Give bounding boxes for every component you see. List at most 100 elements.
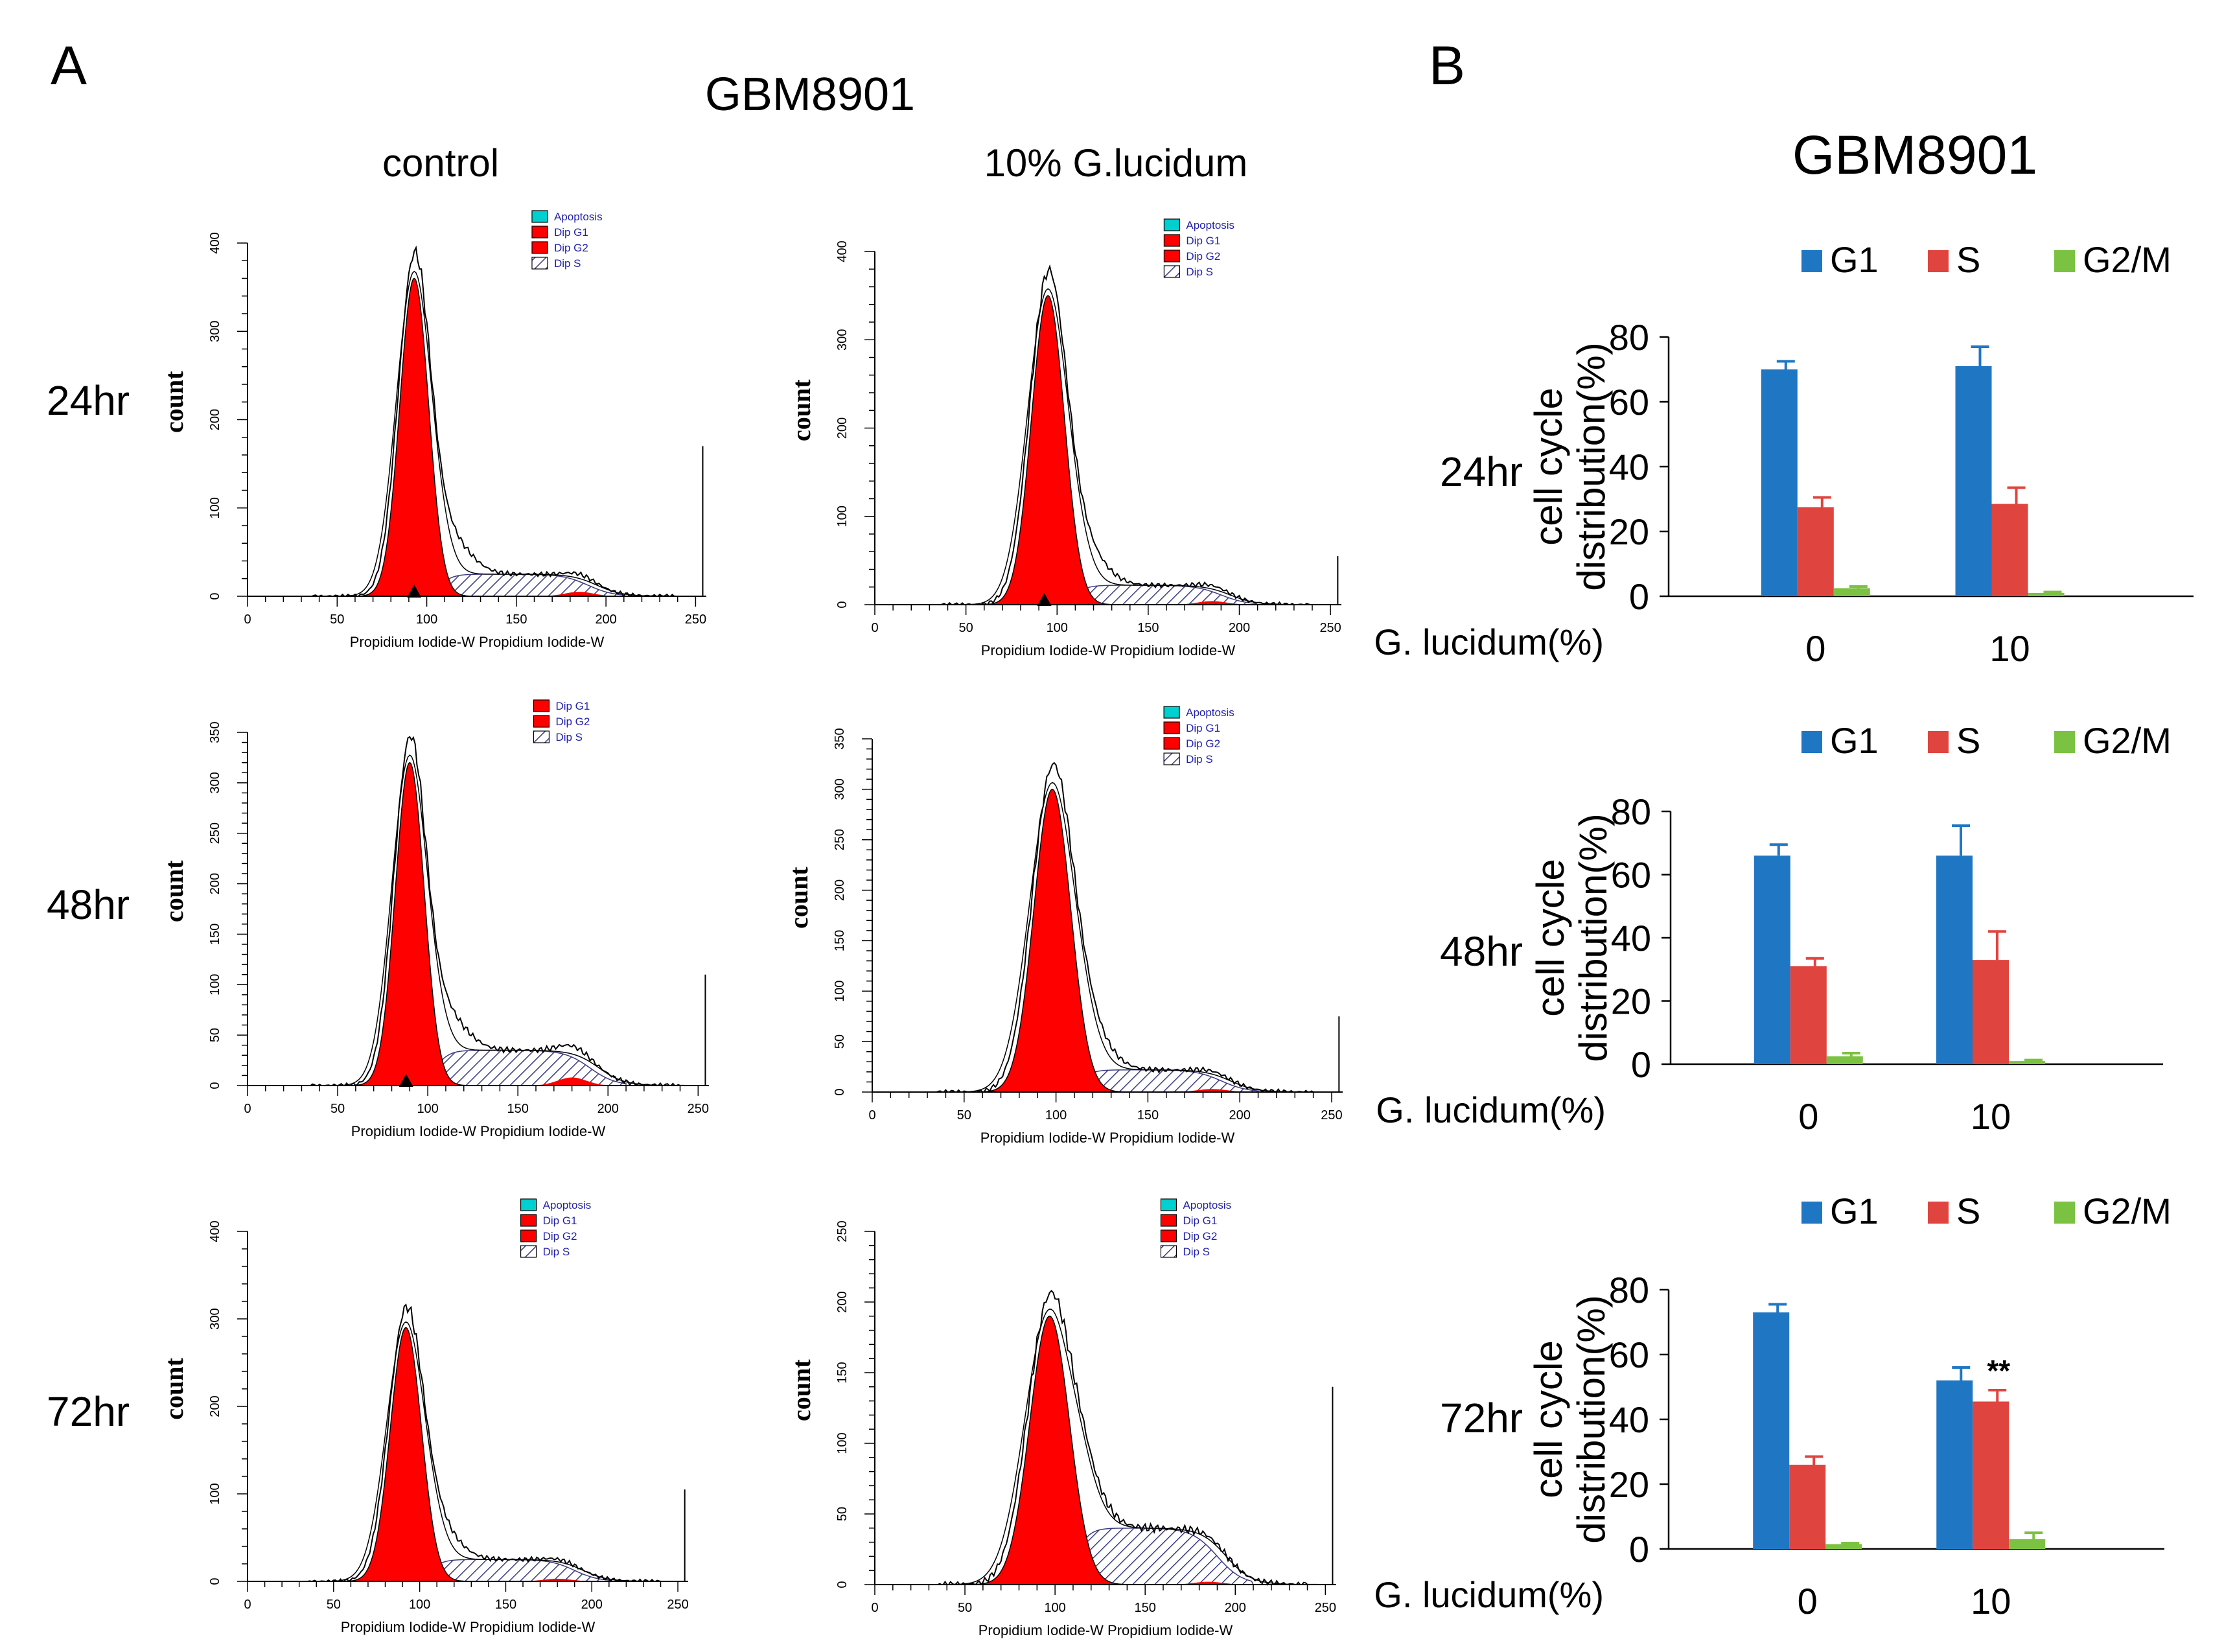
dip-g2-peak: [1172, 1581, 1245, 1585]
bar-g1-0: [1761, 369, 1798, 596]
legend-swatch: [1163, 234, 1181, 247]
dip-g1-peak: [970, 1316, 1129, 1585]
legend-swatch: [531, 226, 548, 238]
legend-swatch-s: [1928, 250, 1949, 272]
legend-label: Dip S: [555, 731, 583, 743]
x-tick-label: 200: [1229, 1108, 1251, 1123]
x-tick-label: 250: [1315, 1601, 1336, 1615]
x-tick-label: 250: [688, 1102, 709, 1116]
x-axis-label: Propidium Iodide-W Propidium Iodide-W: [351, 1123, 606, 1139]
data-trace: [872, 762, 1328, 1093]
bar-g1-10: [1936, 1380, 1973, 1549]
legend-swatch: [520, 1229, 537, 1242]
y-tick-label: 200: [835, 417, 850, 439]
condition-label-treated: 10% G.lucidum: [984, 141, 1248, 185]
peak-marker: [407, 585, 422, 598]
y-tick-label: 300: [208, 772, 222, 793]
x-axis-label: Propidium Iodide-W Propidium Iodide-W: [981, 642, 1236, 658]
legend-label: Dip G1: [554, 226, 588, 238]
y-tick-label: 200: [208, 1395, 222, 1417]
legend-label: Dip G2: [1186, 250, 1220, 262]
legend-label: Dip G2: [555, 715, 590, 728]
legend-label: Dip G1: [1186, 722, 1220, 734]
bar-g1-10: [1936, 855, 1973, 1064]
x-tick-label: 50: [958, 1601, 972, 1615]
legend-swatch: [1163, 265, 1181, 278]
legend-label: Apoptosis: [1186, 706, 1234, 719]
x-tick-label: 0: [244, 1102, 251, 1116]
y-tick-label: 150: [833, 930, 847, 951]
x-tick-label: 250: [685, 612, 706, 627]
legend-label: Dip G2: [554, 242, 588, 254]
histogram-control-72hr: 0 50 100 150 200 250 0 100 200 300 400 Propidium Io…: [159, 1198, 689, 1635]
legend-label: Dip S: [543, 1246, 570, 1258]
x-category-label: 10: [1971, 1096, 2011, 1137]
condition-label-control: control: [382, 141, 499, 185]
legend-label: Apoptosis: [554, 211, 603, 223]
bar-g2m-0: [1825, 1544, 1862, 1549]
legend-swatch: [1163, 706, 1180, 719]
y-tick-label: 60: [1611, 855, 1651, 896]
dip-g1-peak: [982, 295, 1114, 605]
legend-swatch: [533, 715, 550, 728]
bar-s-0: [1789, 1465, 1826, 1549]
x-axis-label: G. lucidum(%): [1374, 1574, 1604, 1615]
x-tick-label: 250: [1321, 1108, 1342, 1123]
y-axis-label-line1: cell cycle: [1527, 388, 1570, 545]
x-tick-label: 150: [495, 1598, 516, 1612]
y-axis-label-line1: cell cycle: [1529, 859, 1572, 1016]
x-category-label: 10: [1989, 628, 2030, 669]
legend-label: Dip G1: [543, 1215, 577, 1227]
model-fit-curve: [319, 270, 678, 597]
legend-label: Dip G2: [543, 1230, 577, 1242]
histogram-control-24hr: 0 50 100 150 200 250 0 100 200 300 400 Propidium Io…: [159, 210, 706, 650]
x-tick-label: 50: [330, 1102, 345, 1116]
y-tick-label: 50: [833, 1034, 847, 1049]
x-axis-label: Propidium Iodide-W Propidium Iodide-W: [350, 634, 605, 650]
y-axis-label-line2: distribution(%): [1571, 813, 1615, 1062]
legend-swatch: [1160, 1214, 1177, 1227]
panel-label-b: B: [1429, 35, 1465, 96]
bar-s-10: [1973, 960, 2009, 1064]
legend-label: Dip G2: [1186, 738, 1220, 750]
y-tick-label: 20: [1609, 511, 1649, 552]
dip-g2-peak: [1175, 601, 1249, 605]
legend-swatch: [531, 257, 548, 270]
dip-g2-peak: [536, 1077, 608, 1086]
y-tick-label: 60: [1609, 382, 1649, 423]
y-tick-label: 0: [833, 1088, 847, 1095]
legend-swatch-g1: [1801, 1202, 1822, 1224]
peak-marker: [399, 1074, 413, 1087]
bar-g2m-10: [2028, 593, 2065, 596]
model-fit-curve: [947, 288, 1313, 605]
x-tick-label: 200: [597, 1102, 619, 1116]
x-category-label: 0: [1798, 1581, 1818, 1622]
y-tick-label: 100: [208, 974, 222, 995]
y-tick-label: 40: [1609, 1399, 1649, 1440]
x-tick-label: 100: [417, 1102, 438, 1116]
x-tick-label: 50: [957, 1108, 971, 1123]
y-tick-label: 40: [1611, 918, 1651, 959]
timepoint-label-48hr: 48hr: [47, 881, 130, 928]
x-tick-label: 150: [1135, 1601, 1156, 1615]
legend-swatch: [1160, 1198, 1177, 1211]
legend-swatch-s: [1928, 731, 1949, 753]
x-tick-label: 150: [507, 1102, 529, 1116]
timepoint-label-72hr: 72hr: [47, 1388, 130, 1435]
legend-swatch: [520, 1214, 537, 1227]
panel-label-a: A: [51, 35, 87, 96]
peak-marker: [1037, 593, 1052, 606]
legend-label: Apoptosis: [1186, 219, 1234, 231]
y-tick-label: 100: [835, 506, 850, 527]
histogram-control-48hr: 0 50 100 150 200 250 0 50 100 150 200 250 300 350 Prop…: [159, 699, 709, 1139]
legend-swatch: [1163, 218, 1181, 231]
y-axis-label-line2: distribution(%): [1569, 1295, 1613, 1543]
bar-g1-10: [1955, 366, 1992, 596]
x-tick-label: 200: [1225, 1601, 1246, 1615]
y-tick-label: 0: [1629, 576, 1649, 617]
x-category-label: 0: [1798, 1096, 1818, 1137]
bar-chart-72hr: G1 S G2/M 0 20 40 60 80 cell cycle distribution(%…: [1374, 1191, 2171, 1622]
y-tick-label: 60: [1609, 1334, 1649, 1375]
y-tick-label: 0: [1631, 1044, 1651, 1085]
legend-swatch-g1: [1801, 731, 1822, 753]
